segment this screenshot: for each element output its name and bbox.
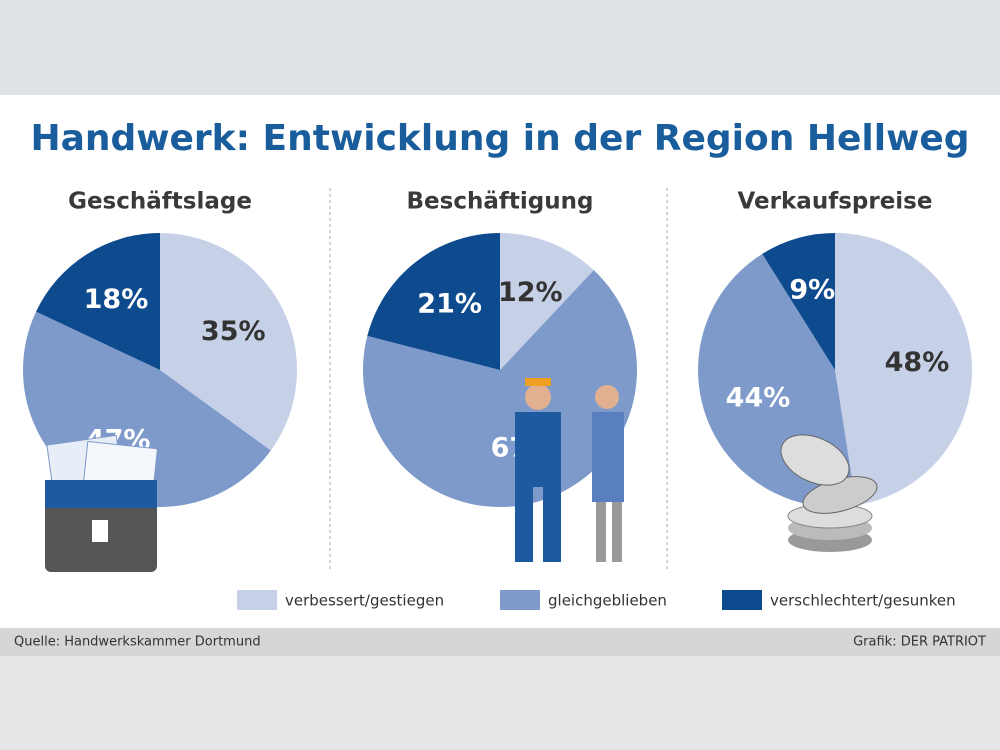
footer-bar (0, 628, 1000, 656)
value-label: 44% (726, 382, 791, 413)
chart-title: Handwerk: Entwicklung in der Region Hell… (30, 118, 969, 159)
legend-swatch (500, 590, 540, 610)
value-label: 18% (84, 284, 149, 315)
legend-label: verbessert/gestiegen (285, 592, 444, 610)
pie-title: Beschäftigung (407, 189, 594, 215)
legend-label: verschlechtert/gesunken (770, 592, 956, 610)
coins-icon (780, 434, 878, 552)
legend-swatch (237, 590, 277, 610)
bottom-band (0, 656, 1000, 750)
pie-slice (367, 233, 500, 370)
value-label: 48% (885, 347, 950, 378)
pie-slice (160, 233, 297, 451)
briefcase-icon (45, 434, 158, 572)
workers-icon (515, 378, 624, 562)
credit: Grafik: DER PATRIOT (853, 635, 986, 650)
pie-title: Verkaufspreise (738, 189, 933, 215)
value-label: 35% (201, 316, 266, 347)
top-band (0, 0, 1000, 95)
pie-slice (363, 270, 637, 507)
pie-slice (835, 233, 972, 506)
legend-swatch (722, 590, 762, 610)
value-label: 9% (789, 274, 835, 305)
legend-label: gleichgeblieben (548, 592, 667, 610)
source: Quelle: Handwerkskammer Dortmund (14, 635, 261, 650)
value-label: 21% (417, 289, 482, 320)
pie-title: Geschäftslage (68, 189, 252, 215)
pie-slice (762, 233, 835, 370)
pie-slice (500, 233, 594, 370)
pie-slice (36, 233, 160, 370)
value-label: 12% (498, 277, 563, 308)
